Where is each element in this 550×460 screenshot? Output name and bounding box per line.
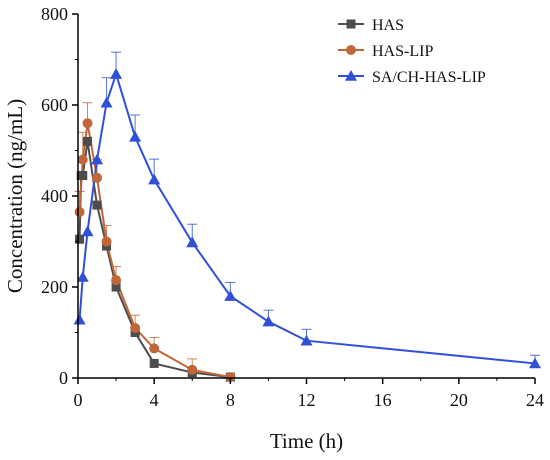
data-point: [77, 154, 88, 165]
x-tick-label: 20: [450, 390, 468, 410]
error-bars: [74, 51, 540, 378]
y-tick-label: 0: [59, 368, 68, 388]
data-point: [78, 171, 88, 181]
legend-marker: [345, 70, 357, 81]
data-point: [75, 234, 85, 244]
data-point: [130, 322, 141, 333]
data-point: [76, 270, 89, 282]
data-point: [110, 68, 123, 79]
data-point: [149, 343, 160, 354]
data-point: [73, 313, 86, 325]
x-tick-label: 4: [150, 390, 159, 410]
series-markers: [73, 68, 541, 383]
data-point: [82, 118, 93, 129]
x-tick-label: 8: [226, 390, 235, 410]
data-point: [262, 315, 275, 327]
data-point: [91, 153, 104, 165]
data-point: [225, 372, 236, 383]
data-point: [111, 282, 121, 292]
y-tick-label: 800: [41, 4, 68, 24]
data-point: [74, 206, 85, 217]
data-point: [92, 172, 103, 183]
series-lines: [78, 70, 536, 379]
legend-marker: [346, 45, 356, 55]
data-point: [187, 364, 198, 375]
legend-label: HAS: [372, 17, 404, 34]
x-tick-label: 24: [526, 390, 544, 410]
legend-marker: [346, 19, 356, 29]
data-point: [101, 236, 112, 247]
data-point: [83, 136, 93, 146]
data-point: [100, 96, 113, 108]
x-tick-label: 12: [298, 390, 316, 410]
data-point: [129, 130, 142, 142]
data-point: [81, 225, 94, 237]
data-point: [300, 334, 313, 346]
data-point: [224, 290, 237, 301]
data-point: [111, 275, 122, 286]
series-line-2: [78, 70, 536, 365]
data-point: [148, 173, 161, 185]
x-tick-label: 16: [374, 390, 392, 410]
y-axis-title: Concentration (ng/mL): [3, 99, 27, 293]
y-tick-label: 400: [41, 186, 68, 206]
y-tick-label: 200: [41, 277, 68, 297]
x-axis-title: Time (h): [270, 429, 343, 453]
x-tick-label: 0: [74, 390, 83, 410]
data-point: [149, 358, 159, 368]
data-point: [92, 200, 102, 210]
legend: HAS HAS-LIP SA/CH-HAS-LIP: [338, 17, 486, 86]
y-tick-label: 600: [41, 95, 68, 115]
data-point: [186, 236, 199, 248]
legend-label: HAS-LIP: [372, 43, 433, 60]
legend-label: SA/CH-HAS-LIP: [372, 69, 486, 86]
ticks: 0 4 8 12 16 20 24 0 200 400 600 800: [41, 4, 544, 410]
data-point: [529, 357, 541, 369]
